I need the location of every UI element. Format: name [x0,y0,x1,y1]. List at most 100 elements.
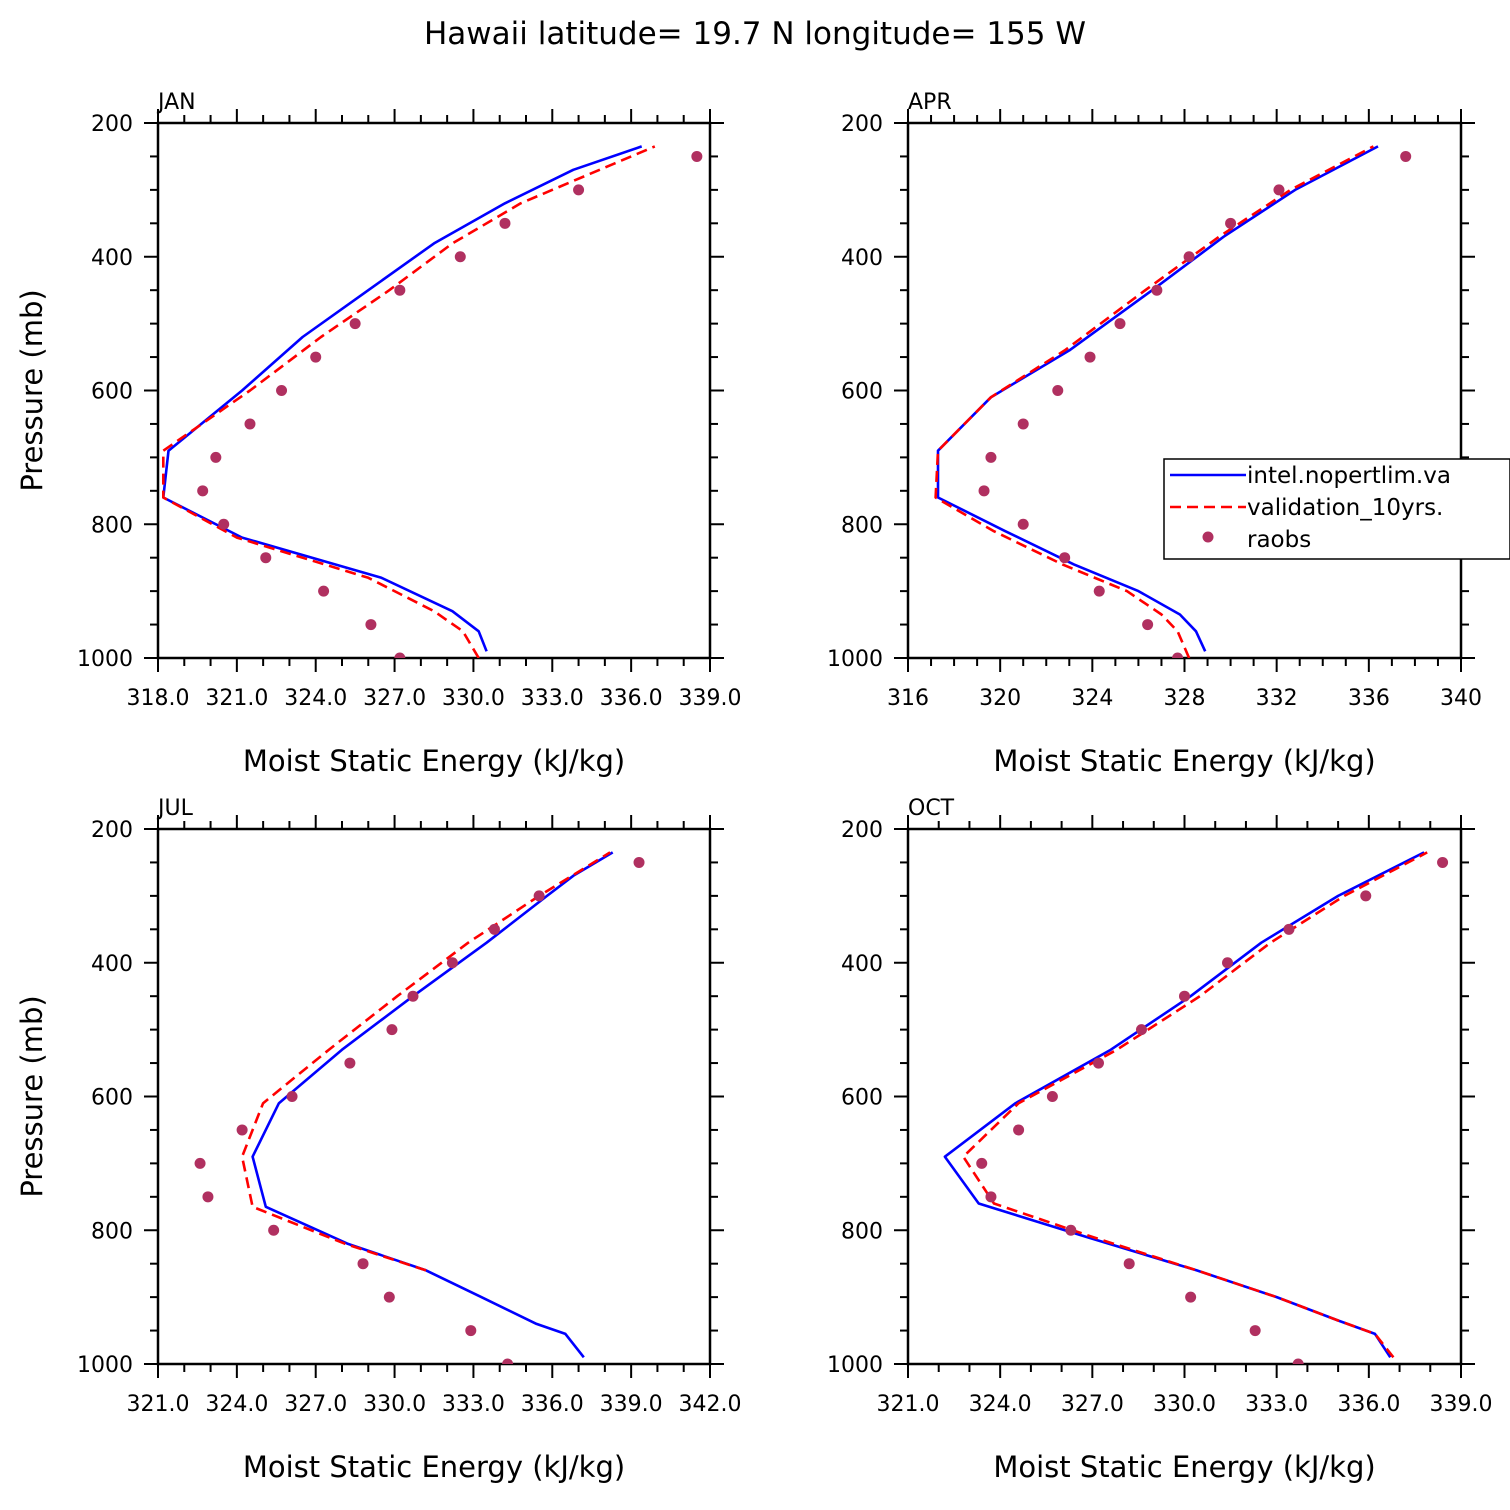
raobs-point [1360,890,1372,902]
x-tick-label: 336.0 [600,686,663,711]
y-tick-label: 800 [91,513,133,538]
raobs-point [488,923,500,935]
plot-frame [906,827,1463,1366]
x-tick-label: 339.0 [1430,1392,1493,1417]
raobs-point [465,1325,477,1337]
raobs-point [344,1057,356,1069]
y-tick-label: 800 [91,1219,133,1244]
x-tick-label: 333.0 [442,1392,505,1417]
panel-oct: OCT 200 400 600 800 1000 321.0 324.0 327.0 330.0 3… [827,796,1492,1484]
raobs-point [394,652,406,658]
figure-title: Hawaii latitude= 19.7 N longitude= 155 W [424,16,1086,52]
raobs-point [1283,923,1295,935]
raobs-point [1013,1124,1025,1136]
x-tick-label: 324 [1071,686,1113,711]
raobs-point [1135,1024,1147,1036]
x-tick-label: 327.0 [363,686,426,711]
x-tick-label: 339.0 [600,1392,663,1417]
panel-label: APR [908,90,952,115]
x-tick-label: 333.0 [1245,1392,1308,1417]
x-tick-label: 318.0 [127,686,190,711]
raobs-point [202,1191,214,1203]
x-tick-label: 316 [887,686,929,711]
y-axis-label: Pressure (mb) [15,289,49,491]
validation-series-line [961,851,1428,1359]
raobs-point [1052,385,1064,396]
y-tick-label: 400 [841,246,883,271]
raobs-point [1179,990,1190,1002]
raobs-point [1065,1224,1077,1236]
x-tick-label: 330.0 [1153,1392,1216,1417]
raobs-point [1400,150,1412,162]
legend-raobs-swatch [1202,531,1214,543]
raobs-point [1059,552,1071,564]
raobs-point [260,552,272,564]
raobs-point [210,451,222,463]
raobs-point [1142,619,1154,631]
raobs-point [236,1124,248,1136]
legend-label: intel.nopertlim.va [1247,463,1451,489]
raobs-point [573,184,585,196]
raobs-point [386,1024,398,1036]
y-tick-label: 200 [91,112,133,137]
raobs-point [985,1191,997,1203]
panel-label: JAN [156,90,196,115]
y-tick-label: 200 [841,818,883,843]
y-tick-label: 400 [91,952,133,977]
raobs-point [1437,856,1449,868]
y-tick-label: 800 [841,513,883,538]
raobs-point [1114,318,1126,330]
x-tick-label: 324.0 [205,1392,268,1417]
raobs-point [985,451,997,463]
panel-label: JUL [156,796,194,821]
x-tick-label: 342.0 [679,1392,742,1417]
panels-container: JAN 200 400 600 800 1000 318.0 321.0 324.0 327.0 3… [15,90,1510,1484]
y-tick-label: 200 [841,112,883,137]
panel-jul: JUL 200 400 600 800 1000 321.0 324.0 327.0 330.0 3… [15,796,741,1484]
raobs-point [1222,957,1234,969]
raobs-point [244,418,256,430]
raobs-point [446,957,458,969]
x-tick-label: 333.0 [521,686,584,711]
raobs-point [499,217,511,229]
raobs-point [1151,284,1163,296]
model-series-line [936,145,1379,652]
x-tick-label: 321.0 [205,686,268,711]
y-tick-label: 1000 [827,1353,883,1378]
raobs-point [1123,1258,1135,1270]
raobs-point [318,585,330,597]
raobs-point [1273,184,1285,196]
raobs-point [691,150,703,162]
x-axis-label: Moist Static Energy (kJ/kg) [243,744,625,778]
raobs-point [394,284,406,296]
raobs-point [268,1224,280,1236]
model-series-line [162,145,643,652]
legend-label: validation_10yrs. [1247,495,1443,521]
x-tick-label: 324.0 [969,1392,1032,1417]
validation-series-line [934,145,1375,658]
raobs-point [218,518,230,530]
raobs-point [1292,1358,1304,1364]
raobs-point [286,1091,298,1102]
y-tick-label: 1000 [77,1353,133,1378]
raobs-point [1185,1291,1197,1303]
y-axis-label: Pressure (mb) [15,995,49,1197]
raobs-point [1017,418,1029,430]
raobs-point [197,485,209,497]
raobs-point [1046,1091,1058,1102]
y-tick-label: 600 [841,380,883,405]
x-tick-label: 327.0 [284,1392,347,1417]
plot-area [934,145,1412,658]
x-tick-label: 321.0 [127,1392,190,1417]
raobs-point [502,1358,514,1364]
y-tick-label: 1000 [77,647,133,672]
raobs-point [383,1291,395,1303]
legend-label: raobs [1247,527,1311,553]
x-axis-label: Moist Static Energy (kJ/kg) [243,1450,625,1484]
x-tick-label: 324.0 [284,686,347,711]
raobs-point [365,619,377,631]
x-tick-label: 336.0 [521,1392,584,1417]
raobs-point [454,251,466,263]
